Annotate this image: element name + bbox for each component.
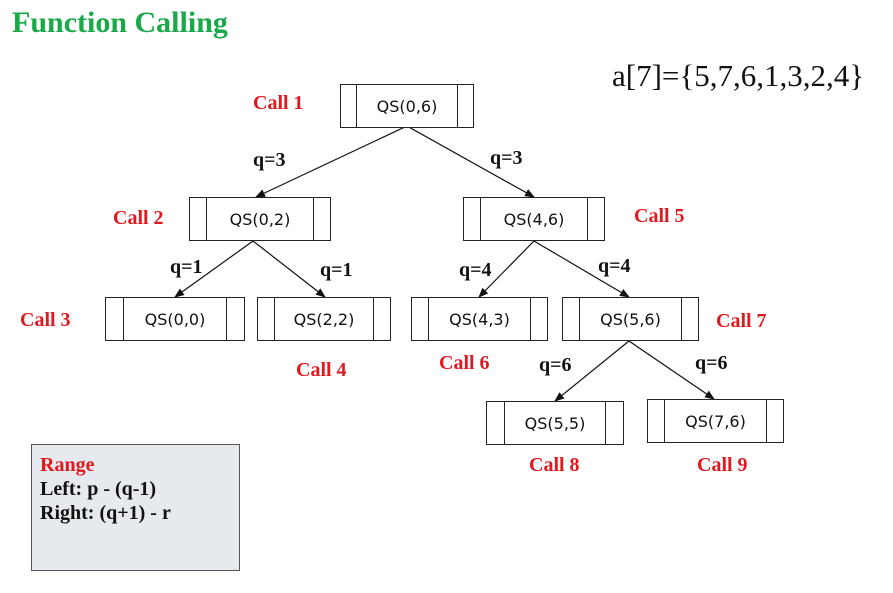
edge-label-5-6: q=4 — [459, 259, 492, 281]
edge-label-7-9: q=6 — [695, 352, 728, 374]
page-title: Function Calling — [12, 6, 228, 39]
call-label-8: Call 8 — [529, 454, 580, 476]
range-title: Range — [40, 454, 95, 476]
edge-label-1-2: q=3 — [253, 149, 286, 171]
node-call-8: QS(5,5) — [486, 401, 624, 445]
edge-label-1-5: q=3 — [490, 147, 523, 169]
edge-5-7 — [533, 240, 630, 298]
edge-5-6 — [478, 240, 535, 298]
node-label: QS(0,2) — [206, 198, 314, 240]
edge-7-9 — [628, 340, 715, 400]
node-label: QS(7,6) — [664, 400, 767, 442]
call-label-5: Call 5 — [634, 205, 685, 227]
call-label-4: Call 4 — [296, 359, 347, 381]
node-label: QS(0,6) — [356, 85, 458, 127]
call-label-9: Call 9 — [697, 454, 748, 476]
node-call-2: QS(0,2) — [189, 197, 331, 241]
call-label-6: Call 6 — [439, 352, 490, 374]
node-call-5: QS(4,6) — [463, 197, 605, 241]
range-right: Right: (q+1) - r — [40, 502, 171, 524]
edge-1-5 — [406, 125, 535, 198]
call-label-7: Call 7 — [716, 310, 767, 332]
node-call-1: QS(0,6) — [340, 84, 474, 128]
node-call-7: QS(5,6) — [562, 297, 699, 341]
edge-label-2-4: q=1 — [320, 259, 353, 281]
node-call-4: QS(2,2) — [257, 297, 391, 341]
node-call-9: QS(7,6) — [647, 399, 784, 443]
edge-label-5-7: q=4 — [598, 255, 631, 277]
call-label-2: Call 2 — [113, 207, 164, 229]
node-label: QS(4,6) — [480, 198, 588, 240]
edge-7-8 — [554, 340, 630, 402]
node-label: QS(2,2) — [274, 298, 374, 340]
call-label-1: Call 1 — [253, 92, 304, 114]
edge-label-2-3: q=1 — [170, 256, 203, 278]
node-label: QS(5,5) — [504, 402, 606, 444]
call-label-3: Call 3 — [20, 309, 71, 331]
node-label: QS(4,3) — [428, 298, 531, 340]
node-label: QS(0,0) — [123, 298, 227, 340]
range-left: Left: p - (q-1) — [40, 478, 157, 500]
node-label: QS(5,6) — [579, 298, 682, 340]
node-call-6: QS(4,3) — [411, 297, 548, 341]
range-box: Range Left: p - (q-1) Right: (q+1) - r — [31, 444, 240, 571]
edge-2-3 — [174, 240, 254, 298]
edge-2-4 — [252, 240, 326, 298]
edge-label-7-8: q=6 — [539, 354, 572, 376]
array-label: a[7]={5,7,6,1,3,2,4} — [612, 58, 865, 93]
edge-1-2 — [255, 125, 408, 198]
node-call-3: QS(0,0) — [105, 297, 245, 341]
